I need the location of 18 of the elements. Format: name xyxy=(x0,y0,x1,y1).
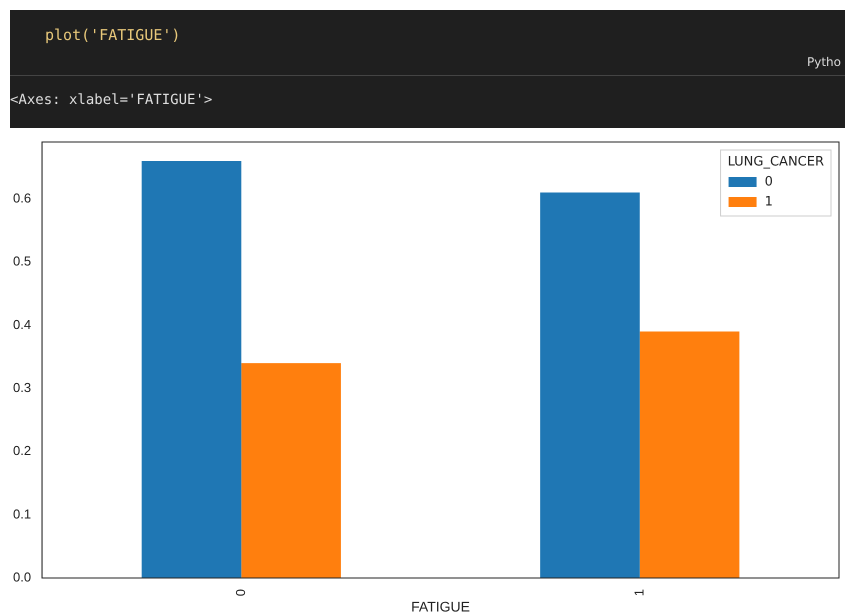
bar xyxy=(241,363,341,578)
y-tick-label: 0.5 xyxy=(12,254,32,269)
legend-title: LUNG_CANCER xyxy=(728,154,824,170)
text: plot('FATIGUE') xyxy=(45,26,180,44)
legend-label: 1 xyxy=(764,194,773,210)
legend-label: 0 xyxy=(764,174,773,190)
x-axis-title: FATIGUE xyxy=(411,598,470,614)
y-tick-label: 0.2 xyxy=(12,443,32,458)
bar xyxy=(640,332,740,578)
y-tick-label: 0.6 xyxy=(12,190,32,206)
text: <Axes: xlabel='FATIGUE'> xyxy=(10,92,212,108)
y-tick-label: 0.3 xyxy=(12,380,32,395)
bar xyxy=(540,192,640,578)
text: Pytho xyxy=(807,55,841,69)
y-tick-label: 0.4 xyxy=(12,316,32,332)
y-tick-label: 0.0 xyxy=(12,570,32,585)
bar xyxy=(142,160,242,578)
y-tick-label: 0.1 xyxy=(12,506,32,522)
